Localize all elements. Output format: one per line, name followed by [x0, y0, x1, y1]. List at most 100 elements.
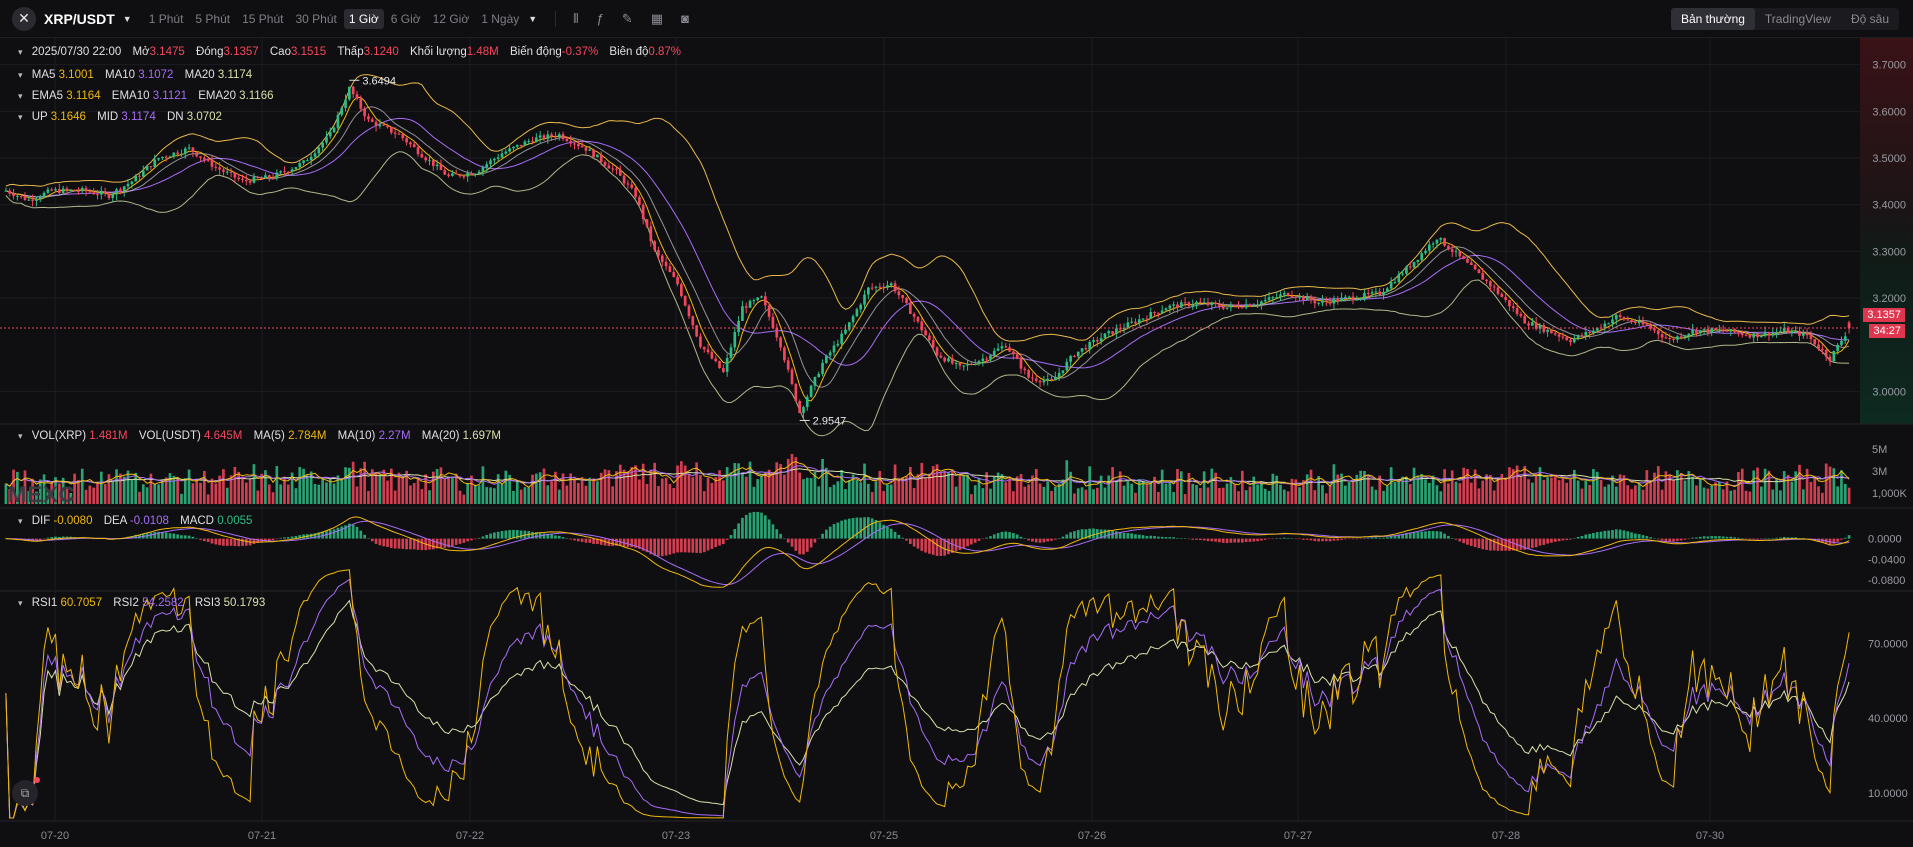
interval-tab-4[interactable]: 1 Giờ	[343, 8, 384, 29]
macd-hist-bar-453	[1733, 537, 1736, 539]
volume-bar-48	[187, 469, 191, 504]
boll-legend-chevron-icon[interactable]: ▾	[18, 112, 23, 122]
volume-bar-186	[714, 477, 718, 504]
candle-body-201	[771, 316, 775, 329]
macd-hist-bar-121	[466, 538, 469, 542]
candle-body-90	[348, 86, 351, 100]
candle-body-305	[1168, 305, 1172, 309]
macd-hist-bar-345	[1321, 538, 1324, 542]
candle-body-309	[1183, 302, 1187, 304]
candle-body-182	[699, 336, 702, 347]
macd-hist-bar-416	[1592, 533, 1595, 539]
candle-body-229	[878, 286, 882, 288]
macd-hist-bar-314	[1202, 538, 1206, 541]
volume-bar-295	[1130, 483, 1133, 504]
volume-bar-9	[38, 479, 42, 504]
rsi2-line	[5, 578, 1850, 819]
macd-hist-bar-195	[748, 512, 752, 539]
candle-body-15	[61, 188, 65, 194]
macd-hist-bar-202	[775, 529, 779, 539]
volume-bar-148	[569, 473, 573, 504]
candle-body-320	[1225, 307, 1229, 309]
volume-bar-53	[206, 494, 210, 504]
volume-bar-24	[96, 482, 99, 504]
legend-collapse-chevron-icon[interactable]: ▾	[18, 47, 23, 57]
candle-settings-icon[interactable]: ⫴	[573, 10, 579, 26]
rsi3-label: RSI3	[194, 597, 221, 609]
volume-bar-44	[172, 475, 176, 504]
candle-body-44	[172, 152, 176, 157]
volume-bar-13	[54, 477, 57, 504]
candle-body-204	[783, 347, 786, 361]
volume-bar-311	[1191, 483, 1195, 504]
volume-bar-68	[264, 470, 267, 504]
candle-body-332	[1271, 297, 1275, 299]
macd-hist-bar-94	[363, 534, 366, 539]
volume-bar-56	[218, 475, 221, 504]
candle-body-292	[1118, 328, 1122, 330]
candle-body-419	[1603, 323, 1607, 328]
pair-title[interactable]: XRP/USDT	[44, 10, 115, 27]
candle-body-430	[1645, 324, 1649, 326]
volume-bar-310	[1187, 472, 1191, 504]
candle-body-330	[1263, 299, 1267, 302]
macd-legend-chevron-icon[interactable]: ▾	[18, 516, 23, 526]
candle-body-200	[767, 305, 771, 317]
volume-legend-chevron-icon[interactable]: ▾	[18, 431, 23, 441]
candle-body-170	[653, 241, 656, 250]
candle-body-67	[260, 178, 263, 180]
boll-up-value: 3.1646	[50, 111, 86, 123]
candle-body-278	[1065, 361, 1069, 371]
interval-tab-3[interactable]: 30 Phút	[295, 11, 337, 26]
volume-bar-408	[1561, 477, 1565, 504]
candle-body-356	[1363, 292, 1366, 298]
macd-label: MACD	[180, 515, 214, 527]
volume-bar-63	[244, 482, 248, 504]
camera-icon[interactable]: ◙	[681, 11, 689, 26]
ema-legend-chevron-icon[interactable]: ▾	[18, 91, 23, 101]
interval-tab-0[interactable]: 1 Phút	[148, 11, 184, 26]
candle-body-133	[512, 146, 515, 149]
candle-body-337	[1290, 295, 1294, 298]
macd-hist-bar-178	[683, 538, 687, 553]
candle-body-303	[1160, 310, 1164, 314]
candle-body-141	[542, 135, 546, 139]
rsi-legend-chevron-icon[interactable]: ▾	[18, 598, 23, 608]
volume-bar-178	[683, 465, 687, 504]
screen-toggle-icon[interactable]: ⧉	[12, 780, 38, 806]
layout-icon[interactable]: ▦	[650, 10, 664, 26]
mode-tab-2[interactable]: Độ sâu	[1850, 12, 1889, 26]
interval-tab-6[interactable]: 12 Giờ	[432, 11, 470, 26]
draw-icon[interactable]: ✎	[621, 10, 633, 26]
macd-hist-bar-449	[1718, 536, 1721, 539]
volume-bar-111	[428, 490, 431, 504]
ma-legend-chevron-icon[interactable]: ▾	[18, 70, 23, 80]
macd-value: 0.0055	[217, 515, 253, 527]
candle-body-77	[298, 163, 302, 168]
interval-tab-5[interactable]: 6 Giờ	[390, 11, 421, 26]
interval-tab-1[interactable]: 5 Phút	[195, 11, 231, 26]
volume-bar-398	[1523, 466, 1527, 504]
candle-body-460	[1759, 335, 1763, 338]
indicator-icon[interactable]: ƒ	[596, 11, 604, 26]
chart-area[interactable]: 07-20 07-21 07-22 07-23 07-25 07-26 07-27 07-28…	[0, 38, 1913, 847]
interval-tab-7[interactable]: 1 Ngày	[481, 11, 520, 26]
interval-tab-2[interactable]: 15 Phút	[242, 11, 284, 26]
volume-bar-21	[84, 489, 88, 504]
mode-tab-0[interactable]: Bản thường	[1670, 8, 1755, 30]
macd-hist-bar-252	[966, 538, 969, 547]
candle-body-285	[1092, 340, 1095, 342]
x-tick-label-4: 07-25	[870, 830, 898, 842]
volume-bar-125	[481, 466, 485, 504]
pair-dropdown-chevron-down-icon[interactable]: ▼	[122, 13, 132, 24]
macd-hist-bar-284	[1088, 528, 1092, 539]
macd-hist-bar-149	[573, 538, 576, 541]
macd-hist-bar-444	[1698, 536, 1702, 539]
candle-body-277	[1061, 370, 1065, 373]
dea-label: DEA	[103, 515, 127, 527]
dea-value: -0.0108	[129, 515, 169, 527]
mode-tab-1[interactable]: TradingView	[1764, 12, 1831, 26]
interval-more-chevron-down-icon[interactable]: ▼	[528, 13, 538, 24]
candle-body-435	[1664, 337, 1668, 339]
candle-body-125	[481, 167, 485, 172]
